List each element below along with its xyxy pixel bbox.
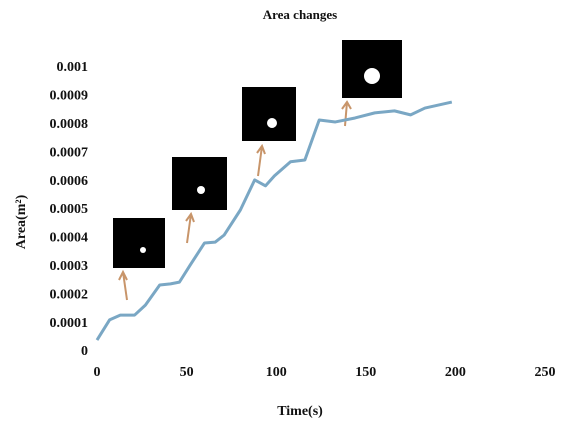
y-axis-label: Area(m²)	[14, 194, 29, 249]
y-tick-label: 0.0004	[50, 231, 89, 246]
x-tick-label: 100	[266, 365, 287, 380]
blob	[140, 247, 146, 253]
y-tick-label: 0.0008	[50, 117, 89, 132]
blob	[197, 186, 205, 194]
y-tick-label: 0.0003	[50, 259, 89, 274]
inset-image	[242, 87, 296, 141]
arrow	[256, 143, 266, 177]
blob	[364, 68, 380, 84]
insets	[113, 40, 402, 301]
x-tick-label: 200	[445, 365, 466, 380]
y-tick-label: 0.0006	[50, 174, 89, 189]
y-tick-label: 0.0005	[50, 202, 89, 217]
y-tick-label: 0.0002	[50, 287, 89, 302]
inset-image	[113, 218, 165, 268]
inset-image	[172, 157, 227, 210]
arrow	[185, 211, 195, 244]
data-line	[95, 100, 453, 341]
x-tick-label: 50	[180, 365, 194, 380]
y-tick-label: 0.001	[57, 60, 89, 75]
x-tick-label: 0	[94, 365, 101, 380]
y-tick-label: 0	[81, 344, 88, 359]
y-tick-label: 0.0007	[50, 145, 89, 160]
x-tick-label: 250	[535, 365, 556, 380]
y-tick-label: 0.0001	[50, 316, 89, 331]
chart-title: Area changes	[263, 7, 338, 22]
y-tick-label: 0.0009	[50, 89, 89, 104]
arrow	[341, 100, 352, 127]
blob	[267, 118, 277, 128]
arrow	[118, 269, 128, 301]
x-tick-label: 150	[355, 365, 376, 380]
x-axis-label: Time(s)	[277, 404, 323, 419]
